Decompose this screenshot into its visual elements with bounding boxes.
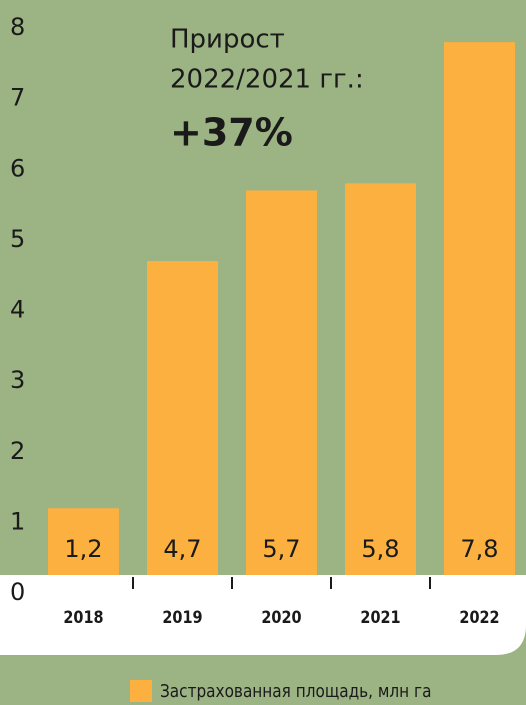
- value-label: 4,7: [163, 535, 201, 563]
- value-label: 5,8: [361, 535, 399, 563]
- y-tick-label: 0: [10, 578, 25, 606]
- legend-swatch: [130, 680, 152, 702]
- y-tick-label: 1: [10, 507, 25, 535]
- bar: [147, 261, 218, 593]
- y-tick-label: 6: [10, 154, 25, 182]
- axis-band: [0, 575, 526, 655]
- bars: 1,2 4,7 5,7 5,8 7,8: [48, 42, 515, 593]
- value-label: 5,7: [262, 535, 300, 563]
- value-label: 1,2: [64, 535, 102, 563]
- x-tick-label: 2022: [459, 607, 499, 627]
- annotation: +37%: [170, 111, 293, 155]
- y-tick-label: 8: [10, 13, 25, 41]
- annotation: 2022/2021 гг.:: [170, 65, 364, 95]
- x-tick-label: 2020: [261, 607, 301, 627]
- value-label: 7,8: [460, 535, 498, 563]
- overlay: 0 1 2 3 4 5 6 7 8 2018 2019 2020 2021 2022 Застрахован…: [10, 13, 500, 702]
- bar: [345, 183, 416, 593]
- y-tick-label: 2: [10, 437, 25, 465]
- y-tick-label: 3: [10, 366, 25, 394]
- y-tick-label: 4: [10, 296, 25, 324]
- x-tick-label: 2018: [63, 607, 103, 627]
- y-tick-label: 5: [10, 225, 25, 253]
- annotation: Прирост: [170, 25, 285, 55]
- y-tick-label: 7: [10, 84, 25, 112]
- x-tick-label: 2021: [360, 607, 400, 627]
- bar: [444, 42, 515, 593]
- bar: [246, 190, 317, 593]
- legend-label: Застрахованная площадь, млн га: [160, 680, 431, 702]
- x-tick-label: 2019: [162, 607, 202, 627]
